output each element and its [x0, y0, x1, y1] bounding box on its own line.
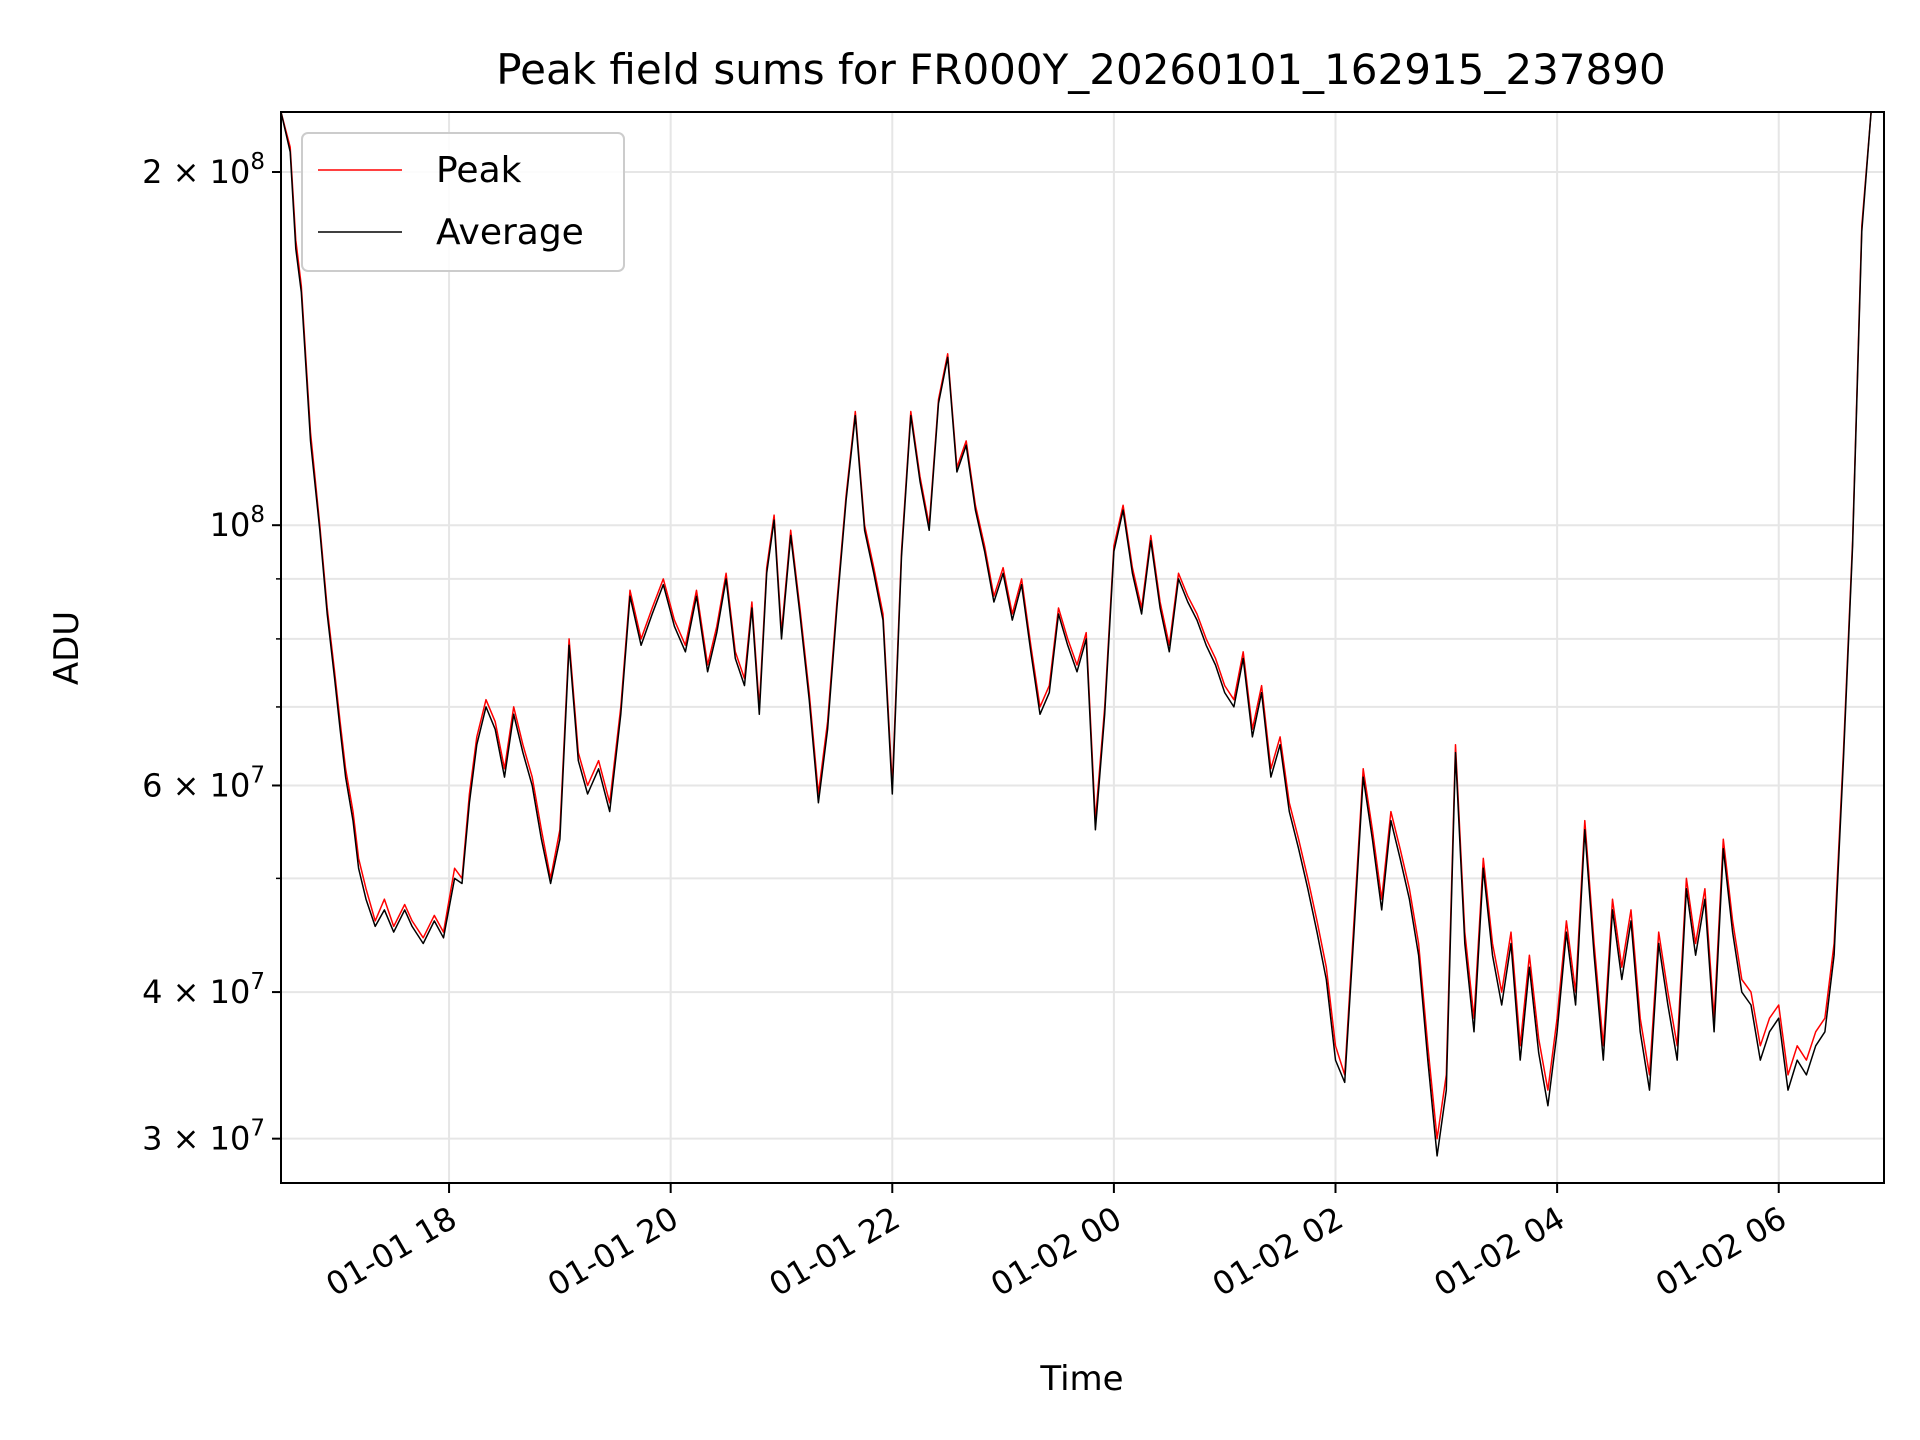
y-tick-label: 4 × 107 [142, 969, 265, 1011]
series-layer [280, 111, 1872, 1157]
legend-box [301, 132, 625, 272]
y-axis-title: ADU [47, 611, 87, 685]
x-axis-title: Time [1039, 1359, 1123, 1399]
series-line-peak [280, 111, 1872, 1140]
plot-frame [280, 111, 1885, 1184]
y-tick-label: 3 × 107 [142, 1116, 265, 1158]
y-axis: 3 × 107 4 × 107 6 × 107 108 2 × 108 [142, 149, 281, 1158]
legend-label-average: Average [436, 212, 584, 253]
y-tick-label: 108 [210, 502, 265, 544]
chart-title: Peak field sums for FR000Y_20260101_1629… [496, 45, 1665, 94]
legend-label-peak: Peak [436, 150, 522, 191]
series-line-average [280, 111, 1872, 1157]
legend: Peak Average [301, 132, 625, 272]
y-tick-label: 2 × 108 [142, 149, 265, 191]
y-tick-label: 6 × 107 [142, 762, 265, 804]
